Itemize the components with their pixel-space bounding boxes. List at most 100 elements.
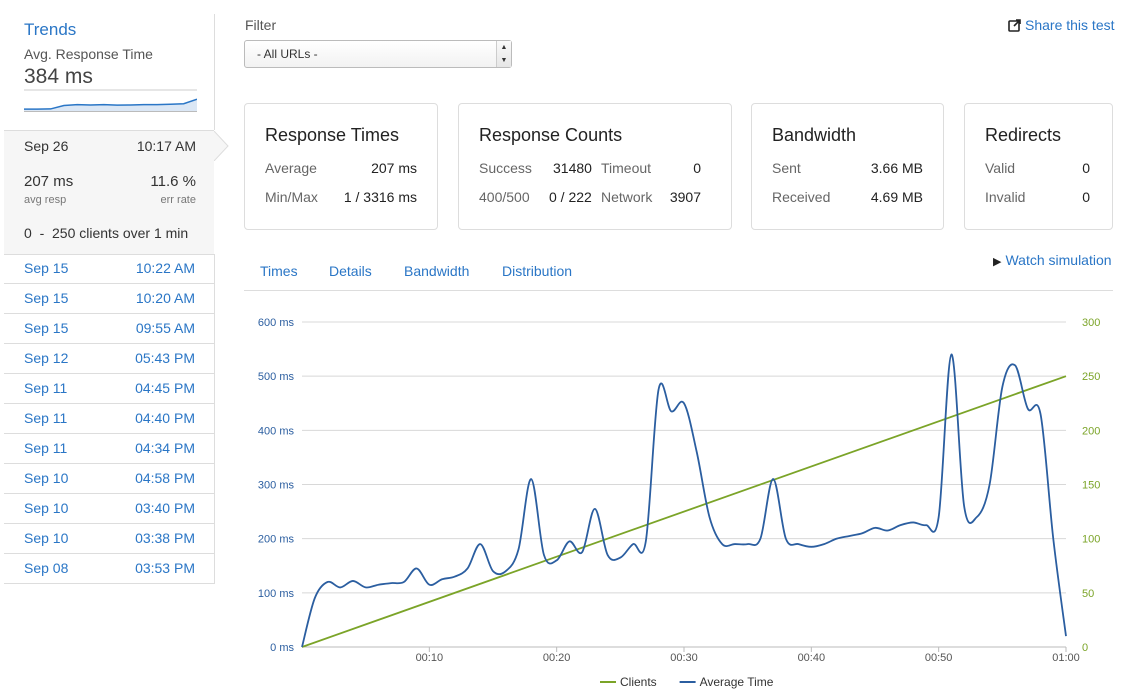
filter-label: Filter [245, 17, 277, 33]
series-line-average-time [301, 353, 1067, 648]
share-test-label: Share this test [1025, 17, 1115, 33]
history-time: 05:43 PM [135, 350, 195, 366]
y-right-tick-label: 50 [1082, 588, 1094, 600]
y-left-tick-label: 600 ms [258, 317, 295, 329]
http-errors-label: 400/500 [479, 189, 530, 205]
history-date: Sep 10 [24, 500, 69, 516]
current-avg-resp: 207 ms [24, 173, 74, 190]
sidebar: Trends Avg. Response Time 384 ms Sep 26 … [4, 14, 229, 586]
x-tick-label: 00:20 [543, 652, 571, 664]
network-label: Network [601, 189, 653, 205]
legend-label[interactable]: Clients [620, 675, 657, 689]
history-row[interactable]: Sep 15 10:20 AM [4, 284, 215, 314]
history-time: 04:34 PM [135, 440, 195, 456]
history-row[interactable]: Sep 10 03:40 PM [4, 494, 215, 524]
sent-value: 3.66 MB [870, 160, 923, 176]
x-tick-label: 00:30 [670, 652, 698, 664]
history-date: Sep 08 [24, 560, 69, 576]
trends-title[interactable]: Trends [24, 20, 77, 39]
history-row[interactable]: Sep 12 05:43 PM [4, 344, 215, 374]
minmax-value: 1 / 3316 ms [343, 189, 417, 205]
history-date: Sep 12 [24, 350, 69, 366]
y-right-tick-label: 250 [1082, 371, 1100, 383]
history-date: Sep 11 [24, 380, 68, 396]
current-test-summary: Sep 26 10:17 AM 207 ms 11.6 % avg resp e… [4, 130, 214, 255]
valid-value: 0 [1082, 160, 1090, 176]
history-row[interactable]: Sep 15 10:22 AM [4, 254, 215, 284]
test-history-list: Sep 15 10:22 AM Sep 15 10:20 AM Sep 15 09:55 … [4, 254, 215, 584]
timeout-label: Timeout [601, 160, 652, 176]
y-left-tick-label: 0 ms [270, 642, 294, 654]
history-row[interactable]: Sep 15 09:55 AM [4, 314, 215, 344]
received-value: 4.69 MB [870, 189, 923, 205]
history-row[interactable]: Sep 11 04:45 PM [4, 374, 215, 404]
history-date: Sep 15 [24, 320, 69, 336]
y-left-tick-label: 100 ms [258, 588, 295, 600]
average-label: Average [265, 160, 317, 176]
history-date: Sep 15 [24, 260, 69, 276]
x-tick-label: 00:50 [925, 652, 953, 664]
tab-distribution[interactable]: Distribution [502, 263, 573, 279]
watch-simulation-link[interactable]: ▶ Watch simulation [993, 252, 1112, 268]
history-time: 10:20 AM [135, 290, 195, 306]
history-time: 03:40 PM [135, 500, 195, 516]
history-row[interactable]: Sep 11 04:40 PM [4, 404, 215, 434]
history-row[interactable]: Sep 11 04:34 PM [4, 434, 215, 464]
y-right-tick-label: 100 [1082, 534, 1100, 546]
response-times-card: Response Times Average 207 ms Min/Max 1 … [244, 103, 438, 230]
share-test-link[interactable]: Share this test [1008, 17, 1115, 33]
minmax-label: Min/Max [265, 189, 318, 205]
history-date: Sep 11 [24, 410, 68, 426]
current-test-date: Sep 26 [24, 138, 69, 154]
url-filter-value: - All URLs - [257, 47, 318, 61]
bandwidth-card: Bandwidth Sent 3.66 MB Received 4.69 MB [751, 103, 944, 230]
valid-label: Valid [985, 160, 1016, 176]
history-row[interactable]: Sep 08 03:53 PM [4, 554, 215, 584]
x-tick-label: 00:40 [798, 652, 826, 664]
x-tick-label: 01:00 [1052, 652, 1080, 664]
invalid-label: Invalid [985, 189, 1026, 205]
y-right-tick-label: 0 [1082, 642, 1088, 654]
current-err-rate: 11.6 % [150, 173, 196, 190]
watch-simulation-label: Watch simulation [1005, 252, 1112, 268]
history-date: Sep 11 [24, 440, 68, 456]
network-value: 3907 [669, 189, 701, 205]
url-filter-select[interactable]: - All URLs - ▲ ▼ [244, 40, 512, 68]
sidebar-divider [214, 14, 215, 130]
success-value: 31480 [553, 160, 592, 176]
history-row[interactable]: Sep 10 04:58 PM [4, 464, 215, 494]
tab-bandwidth[interactable]: Bandwidth [404, 263, 470, 279]
y-left-tick-label: 200 ms [258, 534, 295, 546]
history-time: 10:22 AM [135, 260, 195, 276]
tab-times[interactable]: Times [260, 263, 298, 279]
success-label: Success [479, 160, 532, 176]
current-clients-summary: 0 - 250 clients over 1 min [24, 225, 189, 241]
legend-label[interactable]: Average Time [700, 675, 774, 689]
history-date: Sep 15 [24, 290, 69, 306]
y-left-tick-label: 400 ms [258, 425, 295, 437]
history-time: 09:55 AM [135, 320, 195, 336]
history-time: 03:38 PM [135, 530, 195, 546]
sparkline-line [24, 98, 197, 110]
response-counts-title: Response Counts [479, 125, 623, 145]
history-time: 04:40 PM [135, 410, 195, 426]
trend-metric-value: 384 ms [24, 65, 93, 88]
tab-details[interactable]: Details [329, 263, 372, 279]
play-icon: ▶ [993, 256, 1002, 268]
history-row[interactable]: Sep 10 03:38 PM [4, 524, 215, 554]
select-arrows-icon: ▲ ▼ [496, 41, 511, 67]
redirects-card: Redirects Valid 0 Invalid 0 [964, 103, 1113, 230]
err-rate-label: err rate [160, 194, 196, 206]
average-value: 207 ms [371, 160, 417, 176]
response-time-sparkline [24, 89, 197, 112]
y-right-tick-label: 200 [1082, 425, 1100, 437]
sent-label: Sent [772, 160, 801, 176]
history-time: 04:58 PM [135, 470, 195, 486]
current-selection-arrow-icon [214, 131, 229, 161]
history-time: 03:53 PM [135, 560, 195, 576]
y-left-tick-label: 300 ms [258, 480, 295, 492]
history-date: Sep 10 [24, 470, 69, 486]
response-time-chart: 0 ms 100 ms 200 ms 300 ms 400 ms 500 ms 600 ms… [258, 317, 1100, 689]
redirects-title: Redirects [985, 125, 1062, 145]
x-tick-label: 00:10 [416, 652, 444, 664]
